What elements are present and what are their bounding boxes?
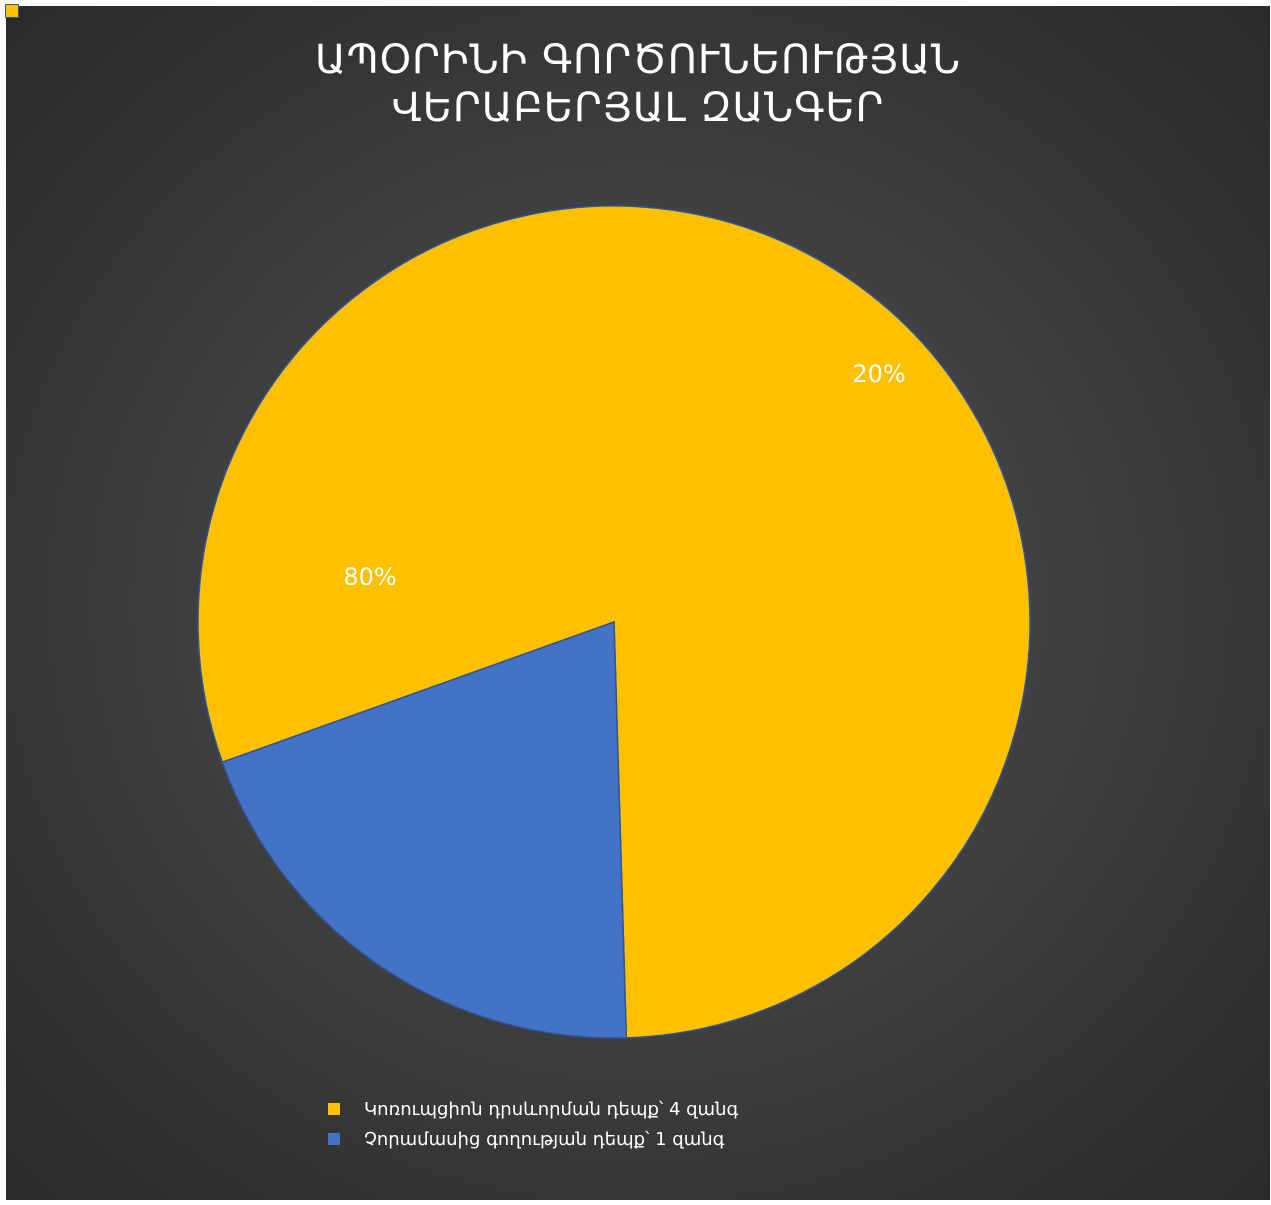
chart-area[interactable]: ԱՊՕՐԻՆԻ ԳՈՐԾՈՒՆԵՈՒԹՅԱՆ ՎԵՐԱԲԵՐՅԱԼ ԶԱՆԳԵՐ… bbox=[6, 6, 1270, 1200]
pie-slice-1 bbox=[221, 620, 628, 1039]
legend-label-0: Կոռուպցիոն դրսևորման դեպք՝ 4 զանգ bbox=[364, 1098, 739, 1120]
legend-item-1: Չորամասից գողության դեպք՝ 1 զանգ bbox=[328, 1124, 738, 1154]
pie-chart: 80% 20% bbox=[197, 205, 1031, 1039]
legend-label-1: Չորամասից գողության դեպք՝ 1 զանգ bbox=[364, 1128, 725, 1150]
data-label-1: 20% bbox=[852, 360, 905, 388]
legend-item-0: Կոռուպցիոն դրսևորման դեպք՝ 4 զանգ bbox=[328, 1094, 738, 1124]
data-label-0: 80% bbox=[343, 563, 396, 591]
chart-title-line-1: ԱՊՕՐԻՆԻ ԳՈՐԾՈՒՆԵՈՒԹՅԱՆ bbox=[314, 37, 962, 83]
chart-title: ԱՊՕՐԻՆԻ ԳՈՐԾՈՒՆԵՈՒԹՅԱՆ ՎԵՐԱԲԵՐՅԱԼ ԶԱՆԳԵՐ bbox=[6, 36, 1270, 132]
selection-handle[interactable] bbox=[5, 4, 19, 18]
legend: Կոռուպցիոն դրսևորման դեպք՝ 4 զանգ Չորամա… bbox=[328, 1094, 738, 1154]
chart-title-line-2: ՎԵՐԱԲԵՐՅԱԼ ԶԱՆԳԵՐ bbox=[391, 85, 885, 131]
legend-swatch-0 bbox=[328, 1103, 340, 1115]
legend-swatch-1 bbox=[328, 1133, 340, 1145]
